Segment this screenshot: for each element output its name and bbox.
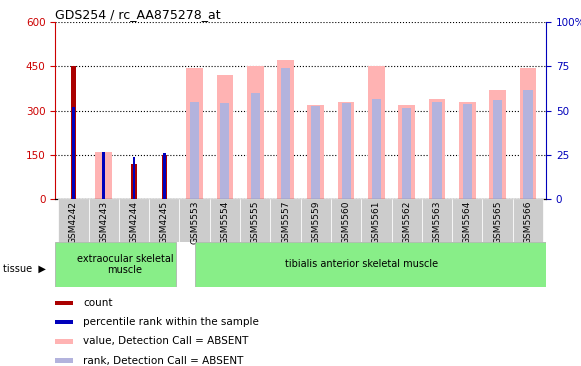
Text: GDS254 / rc_AA875278_at: GDS254 / rc_AA875278_at [55,8,221,21]
Bar [102,152,105,199]
Text: tibialis anterior skeletal muscle: tibialis anterior skeletal muscle [285,259,438,269]
Text: GSM4243: GSM4243 [99,201,108,244]
Bar [372,99,381,199]
Bar [301,199,331,242]
Bar [55,301,73,305]
Bar [88,199,119,242]
Bar [489,90,506,199]
Bar [250,93,260,199]
Bar [307,105,324,199]
Text: GSM5561: GSM5561 [372,201,381,244]
Bar [432,102,442,199]
Bar [240,199,270,242]
Bar [55,339,73,344]
Bar [513,199,543,242]
Bar [399,105,415,199]
Bar [55,358,73,363]
Bar [311,106,320,199]
Text: GSM5565: GSM5565 [493,201,502,244]
Bar [95,152,112,199]
Bar [180,199,210,242]
Bar [220,103,229,199]
Bar [163,153,166,199]
Bar [190,102,199,199]
Bar [519,68,536,199]
Bar [217,75,233,199]
Bar [162,155,167,199]
Bar [71,66,76,199]
Bar [459,102,476,199]
Text: tissue  ▶: tissue ▶ [3,264,46,274]
Text: GSM4242: GSM4242 [69,201,78,244]
Text: GSM5553: GSM5553 [190,201,199,244]
Text: GSM5566: GSM5566 [523,201,532,244]
Text: GSM5555: GSM5555 [251,201,260,244]
Bar [422,199,452,242]
Text: GSM5557: GSM5557 [281,201,290,244]
Bar [429,99,446,199]
Bar [361,199,392,242]
Bar [482,199,513,242]
Bar [72,107,74,199]
Text: GSM5563: GSM5563 [432,201,442,244]
Bar [338,102,354,199]
Bar [210,199,240,242]
Text: GSM4245: GSM4245 [160,201,169,244]
Bar [270,199,301,242]
Bar [55,242,177,287]
Bar [402,108,411,199]
Bar [149,199,180,242]
Text: count: count [84,298,113,308]
Bar [119,199,149,242]
Text: GSM5560: GSM5560 [342,201,350,244]
Text: GSM5564: GSM5564 [463,201,472,244]
Bar [331,199,361,242]
Bar [392,199,422,242]
Bar [247,66,264,199]
Text: rank, Detection Call = ABSENT: rank, Detection Call = ABSENT [84,356,244,366]
Bar [493,100,502,199]
Bar [342,103,351,199]
Bar [58,199,88,242]
Bar [133,157,135,199]
Bar [462,104,472,199]
Text: GSM4244: GSM4244 [130,201,138,244]
Bar [195,242,546,287]
Bar [131,164,137,199]
Text: value, Detection Call = ABSENT: value, Detection Call = ABSENT [84,336,249,346]
Text: GSM5559: GSM5559 [311,201,320,244]
Bar [281,68,290,199]
Bar [277,60,294,199]
Text: GSM5554: GSM5554 [220,201,229,244]
Bar [523,90,533,199]
Text: extraocular skeletal
muscle: extraocular skeletal muscle [77,254,173,275]
Bar [187,68,203,199]
Bar [368,66,385,199]
Bar [452,199,482,242]
Text: percentile rank within the sample: percentile rank within the sample [84,317,259,327]
Bar [55,320,73,325]
Text: GSM5562: GSM5562 [402,201,411,244]
